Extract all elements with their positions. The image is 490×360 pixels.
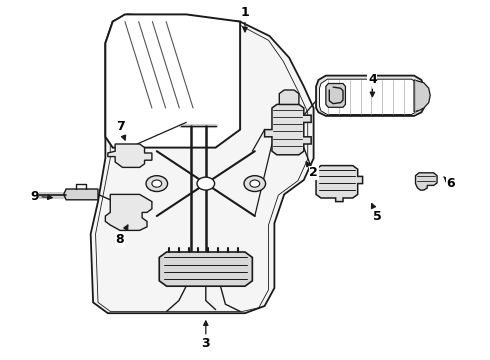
- Polygon shape: [279, 90, 299, 104]
- Circle shape: [244, 176, 266, 192]
- Polygon shape: [319, 79, 419, 114]
- Text: 1: 1: [241, 6, 249, 32]
- Circle shape: [124, 214, 135, 222]
- Circle shape: [119, 203, 129, 211]
- Polygon shape: [105, 14, 240, 148]
- Text: 8: 8: [116, 225, 128, 246]
- Polygon shape: [316, 76, 424, 116]
- Polygon shape: [108, 144, 152, 167]
- Polygon shape: [326, 84, 345, 107]
- Circle shape: [152, 180, 162, 187]
- Polygon shape: [414, 80, 430, 112]
- Circle shape: [130, 151, 140, 158]
- Polygon shape: [91, 14, 314, 313]
- Circle shape: [146, 176, 168, 192]
- Text: 9: 9: [30, 190, 52, 203]
- Polygon shape: [105, 194, 152, 230]
- Circle shape: [197, 177, 215, 190]
- Text: 2: 2: [306, 162, 318, 179]
- Text: 3: 3: [201, 321, 210, 350]
- Text: 4: 4: [368, 73, 377, 96]
- Circle shape: [120, 151, 130, 158]
- Polygon shape: [159, 252, 252, 286]
- Circle shape: [250, 180, 260, 187]
- Text: 5: 5: [371, 204, 382, 222]
- Polygon shape: [416, 173, 437, 190]
- Text: 7: 7: [116, 120, 125, 140]
- Text: 6: 6: [444, 177, 455, 190]
- Polygon shape: [64, 189, 98, 200]
- Polygon shape: [265, 104, 311, 155]
- Polygon shape: [316, 166, 363, 202]
